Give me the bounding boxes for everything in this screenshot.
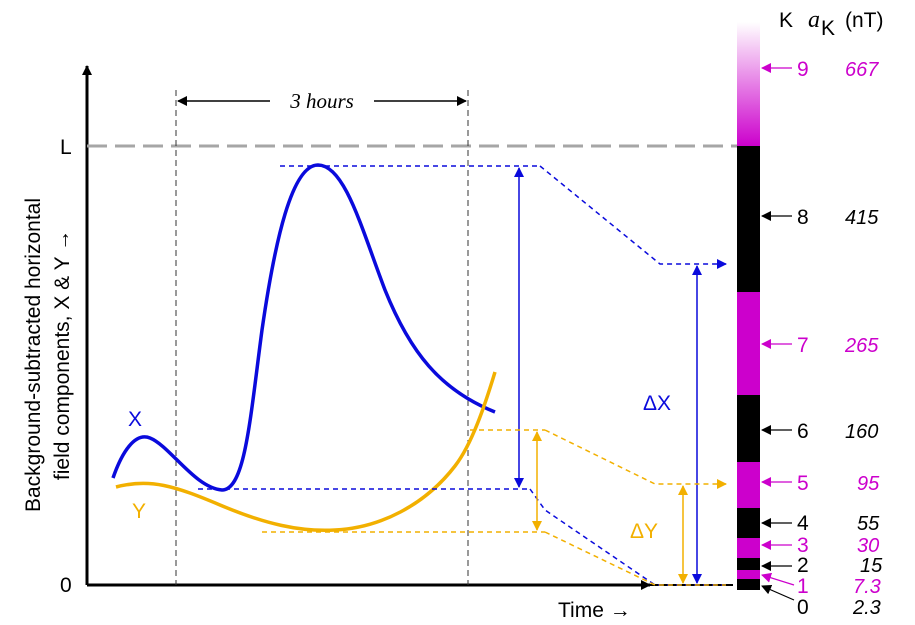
delta-y-construction — [262, 429, 727, 586]
a-6: 160 — [845, 421, 878, 443]
k-band-1 — [737, 570, 760, 579]
y-tick-0: 0 — [60, 574, 72, 597]
k-1: 1 — [797, 575, 809, 598]
a-2: 15 — [860, 555, 883, 577]
k-5: 5 — [797, 472, 809, 495]
k-band-9 — [737, 22, 760, 146]
y-tick-l: L — [60, 136, 72, 159]
k-6: 6 — [797, 420, 809, 443]
k-band-0 — [737, 579, 760, 590]
k-2: 2 — [797, 554, 809, 577]
k-8: 8 — [797, 206, 809, 229]
scale-header: K a K (nT) — [779, 7, 884, 40]
a-7: 265 — [844, 335, 879, 357]
k-9: 9 — [797, 58, 809, 81]
k-labels: 9 667 8 415 7 265 6 160 5 95 4 55 3 30 2… — [797, 58, 883, 619]
k-4: 4 — [797, 512, 809, 535]
interval-label: 3 hours — [289, 89, 354, 113]
x-curve — [111, 163, 496, 492]
k-3: 3 — [797, 534, 809, 557]
header-a: a — [808, 7, 820, 33]
k-band-4 — [737, 508, 760, 538]
y-curve — [115, 371, 497, 533]
a-1: 7.3 — [853, 576, 881, 598]
a-3: 30 — [857, 535, 879, 557]
a-0: 2.3 — [852, 597, 881, 619]
k-pointers — [761, 63, 795, 601]
y-axis-label-line1: Background-subtracted horizontal — [22, 198, 45, 512]
k-band-2 — [737, 558, 760, 570]
k-7: 7 — [797, 334, 809, 357]
k-band-3 — [737, 538, 760, 558]
k-band-7 — [737, 292, 760, 395]
k-band-8 — [737, 146, 760, 292]
k-band-5 — [737, 462, 760, 508]
header-unit: (nT) — [845, 9, 884, 32]
header-a-sub: K — [821, 17, 835, 40]
a-5: 95 — [857, 473, 880, 495]
y-series-label: Y — [132, 500, 146, 523]
k-band-6 — [737, 395, 760, 462]
header-k: K — [779, 9, 793, 32]
x-series-label: X — [128, 408, 142, 431]
k-scale-bar — [737, 22, 760, 590]
a-8: 415 — [845, 207, 879, 229]
a-9: 667 — [845, 59, 879, 81]
y-axis-label-line2: field components, X & Y → — [51, 230, 74, 480]
k-0: 0 — [797, 596, 809, 619]
delta-y-label: ΔY — [630, 520, 658, 543]
delta-x-label: ΔX — [643, 392, 671, 415]
x-axis-label: Time → — [558, 599, 631, 622]
a-4: 55 — [857, 513, 880, 535]
